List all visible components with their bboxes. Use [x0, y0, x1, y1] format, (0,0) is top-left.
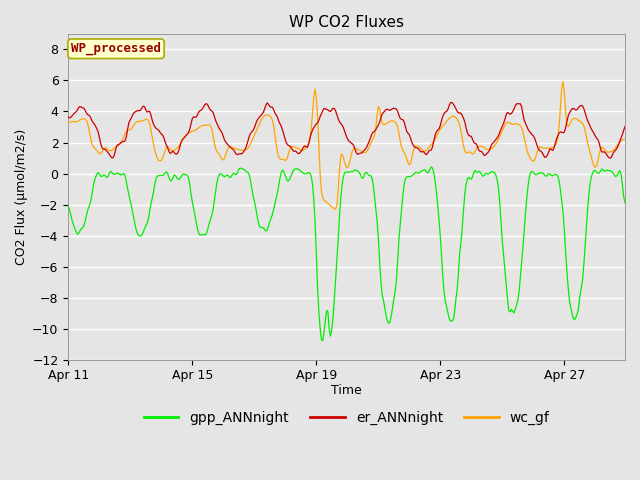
Y-axis label: CO2 Flux (μmol/m2/s): CO2 Flux (μmol/m2/s)	[15, 129, 28, 265]
X-axis label: Time: Time	[332, 384, 362, 397]
Legend: gpp_ANNnight, er_ANNnight, wc_gf: gpp_ANNnight, er_ANNnight, wc_gf	[138, 406, 555, 431]
Text: WP_processed: WP_processed	[71, 42, 161, 55]
Title: WP CO2 Fluxes: WP CO2 Fluxes	[289, 15, 404, 30]
